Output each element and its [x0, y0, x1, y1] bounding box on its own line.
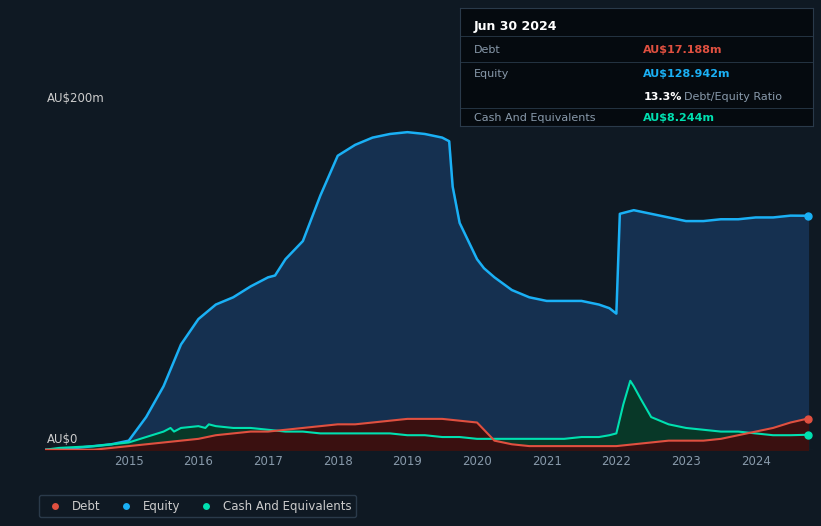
Text: Cash And Equivalents: Cash And Equivalents [474, 113, 595, 123]
Text: AU$128.942m: AU$128.942m [644, 69, 731, 79]
Text: AU$0: AU$0 [47, 433, 78, 446]
Legend: Debt, Equity, Cash And Equivalents: Debt, Equity, Cash And Equivalents [39, 495, 356, 518]
Text: AU$8.244m: AU$8.244m [644, 113, 715, 123]
Text: 13.3%: 13.3% [644, 92, 681, 102]
Text: Debt: Debt [474, 45, 501, 56]
Text: AU$200m: AU$200m [47, 92, 104, 105]
Text: AU$17.188m: AU$17.188m [644, 45, 722, 56]
Text: Jun 30 2024: Jun 30 2024 [474, 21, 557, 33]
Text: Debt/Equity Ratio: Debt/Equity Ratio [684, 92, 782, 102]
Text: Equity: Equity [474, 69, 509, 79]
